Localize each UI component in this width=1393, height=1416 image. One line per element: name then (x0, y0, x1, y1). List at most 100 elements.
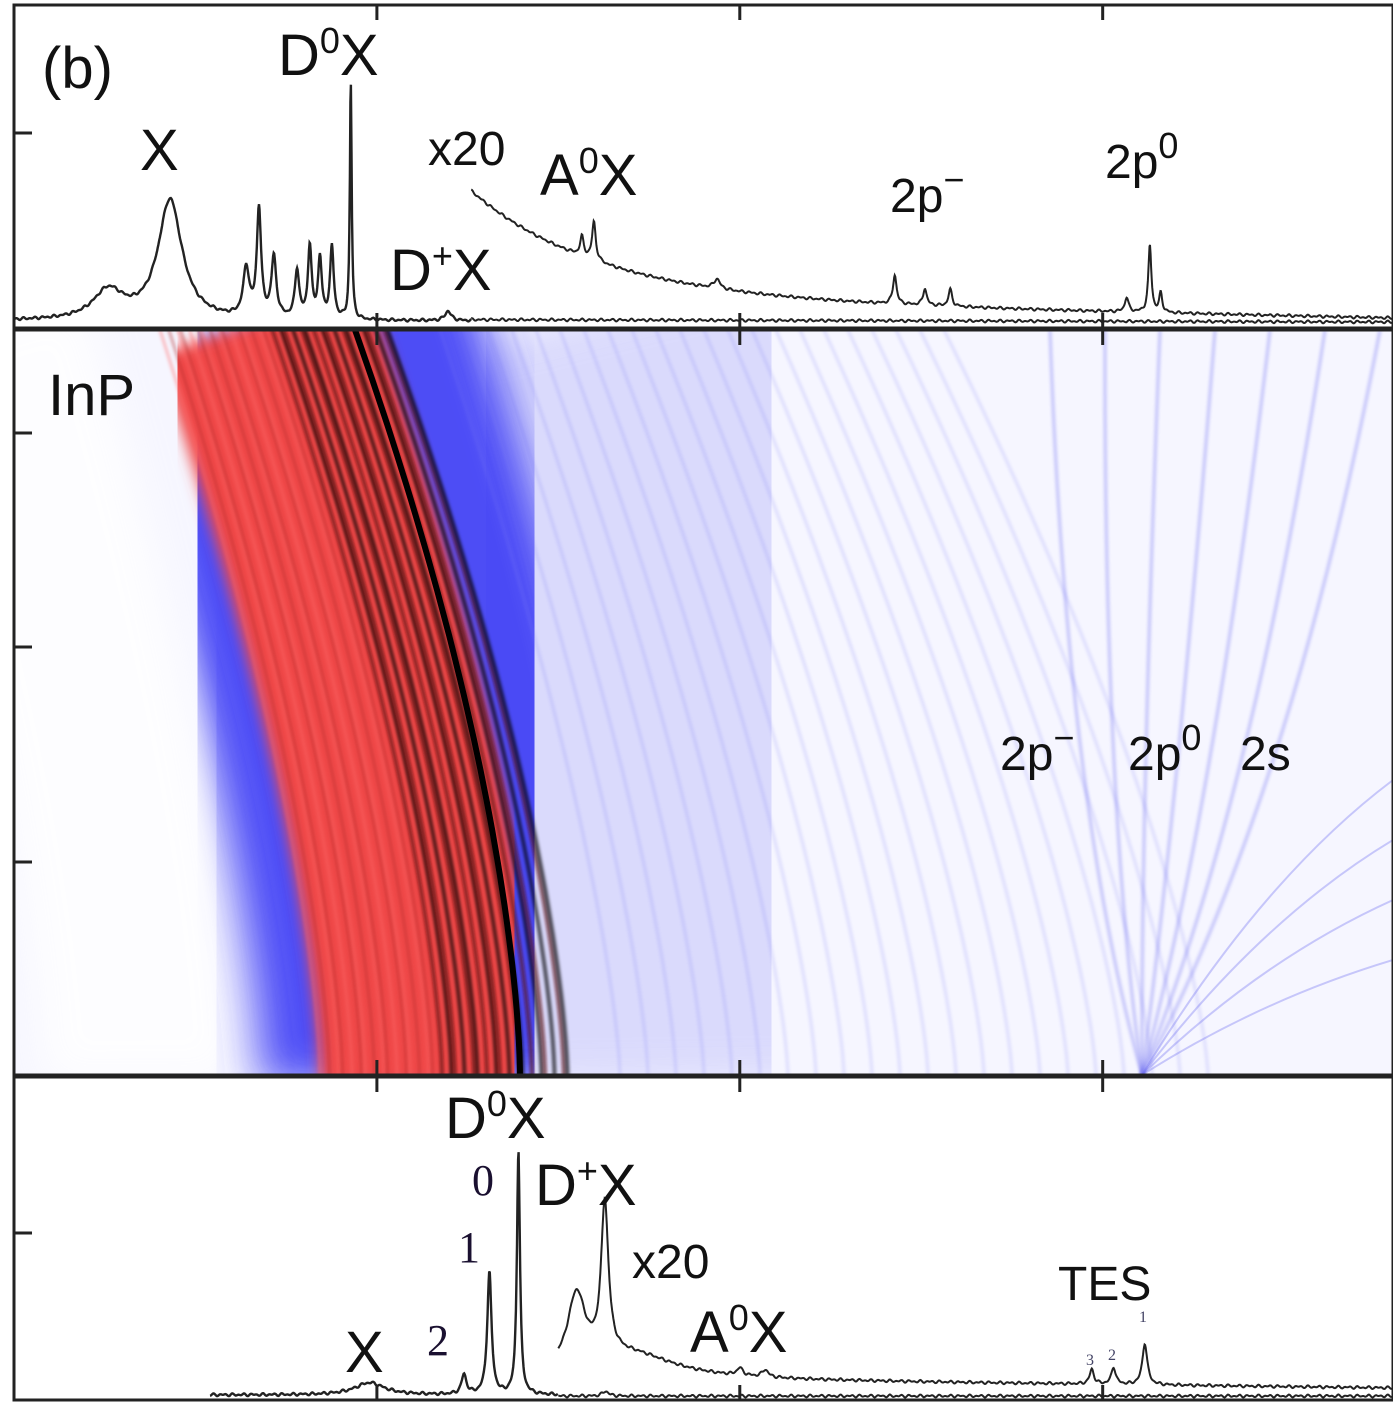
heatmap-line (188, 330, 354, 1075)
top-main-continuation (470, 317, 1393, 325)
heatmap-line (291, 330, 467, 1075)
heatmap-faint-line (726, 330, 957, 1075)
heatmap-line (279, 330, 454, 1075)
label-dplusx: D+X (390, 235, 492, 303)
heatmap-line (362, 330, 544, 1075)
bottom-main-trace (209, 1152, 559, 1398)
heatmap-faint-line (918, 330, 1181, 1075)
heatmap-fan-line (1140, 330, 1382, 1075)
heatmap-line (229, 330, 399, 1075)
heatmap-faint-line (534, 330, 733, 1075)
heatmap-line (179, 330, 344, 1075)
heatmap-d0x-line (351, 330, 523, 1075)
heatmap-line (332, 330, 512, 1075)
bottom-main-continuation (558, 1390, 1393, 1399)
label-n1: 1 (458, 1223, 480, 1272)
heatmap-line (311, 330, 489, 1075)
label-tes: TES (1058, 1258, 1151, 1311)
heatmap-line (303, 330, 480, 1075)
bottom-x20-trace (557, 1196, 1393, 1391)
heatmap-faint-line (774, 330, 1013, 1075)
heatmap-line (270, 330, 444, 1075)
label-bottom-a0x: A0X (690, 1297, 787, 1365)
label-bottom-x: X (345, 1320, 384, 1385)
heatmap-line (382, 330, 566, 1075)
heatmap-fan-line (1140, 330, 1272, 1075)
panel-frame (12, 3, 1393, 330)
label-a0x: A0X (540, 140, 637, 208)
heatmap-line (320, 330, 499, 1075)
bottom-spectrum (209, 1152, 1393, 1399)
heatmap-fan-line (1141, 899, 1393, 1075)
label-n0: 0 (472, 1156, 494, 1205)
label-mid-2p0: 2p0 (1128, 717, 1201, 781)
heatmap-faint-line (630, 330, 845, 1075)
panel-label-b: (b) (42, 36, 113, 101)
heatmap-line (200, 330, 367, 1075)
heatmap-line (341, 330, 521, 1075)
label-mid-2p-minus: 2p− (1000, 717, 1074, 781)
heatmap-fan-line (1140, 330, 1217, 1075)
heatmap-line (209, 330, 376, 1075)
heatmap-faint-line (558, 330, 761, 1075)
heatmap-panel (14, 330, 1393, 1075)
heatmap-fan-line (1141, 959, 1393, 1075)
heatmap-faint-line (870, 330, 1125, 1075)
label-tes-2: 2 (1108, 1347, 1116, 1364)
heatmap-line (167, 330, 331, 1075)
heatmap-faint-line (606, 330, 817, 1075)
heatmap-line (385, 330, 570, 1075)
top-x20-trace (470, 188, 1393, 320)
heatmap-line (217, 330, 386, 1075)
label-tes-3: 3 (1086, 1352, 1094, 1369)
heatmap-line (323, 330, 502, 1075)
heatmap-line (300, 330, 476, 1075)
heatmap-fan-line (1048, 330, 1144, 1075)
heatmap-fan-line (1140, 330, 1162, 1075)
heatmap-faint-line (894, 330, 1153, 1075)
label-mid-2s: 2s (1240, 728, 1291, 781)
heatmap-line (158, 330, 322, 1075)
heatmap-faint-line (654, 330, 873, 1075)
heatmap-line (374, 330, 557, 1075)
label-n2: 2 (427, 1316, 449, 1365)
heatmap-line (238, 330, 408, 1075)
heatmap-fan-line (1141, 779, 1393, 1075)
label-x20: x20 (428, 123, 505, 176)
heatmap-line (250, 330, 421, 1075)
label-x: X (140, 118, 179, 183)
heatmap-line (220, 330, 389, 1075)
panel-label-inp: InP (48, 363, 135, 428)
heatmap-line (282, 330, 457, 1075)
heatmap-faint-line (438, 330, 621, 1075)
axes-frame (12, 3, 1393, 1402)
label-tes-1: 1 (1139, 1309, 1147, 1326)
heatmap-fan-line (1140, 330, 1327, 1075)
label-2p0: 2p0 (1105, 125, 1178, 189)
panel-frame (12, 1075, 1393, 1402)
heatmap-fan-line (1103, 330, 1144, 1075)
heatmap-faint-line (510, 330, 705, 1075)
label-bottom-x20: x20 (632, 1236, 709, 1289)
heatmap-faint-line (486, 330, 677, 1075)
heatmap-line (241, 330, 412, 1075)
heatmap-line (262, 330, 434, 1075)
top-spectrum (14, 84, 1393, 325)
heatmap-faint-line (798, 330, 1041, 1075)
heatmap-line (197, 330, 363, 1075)
label-2p-minus: 2p− (890, 159, 964, 223)
heatmap-faint-line (462, 330, 649, 1075)
heatmap-faint-line (702, 330, 929, 1075)
panel-frame (12, 328, 1393, 1077)
heatmap-faint-line (582, 330, 789, 1075)
label-d0x: D0X (278, 20, 379, 88)
heatmap-faint-line (678, 330, 901, 1075)
label-bottom-d0x: D0X (445, 1083, 546, 1151)
heatmap-fan-line (1141, 839, 1393, 1075)
heatmap-faint-line (750, 330, 985, 1075)
heatmap-faint-line (846, 330, 1097, 1075)
heatmap-faint-line (822, 330, 1069, 1075)
heatmap-wash (314, 330, 950, 1075)
heatmap-line (176, 330, 341, 1075)
